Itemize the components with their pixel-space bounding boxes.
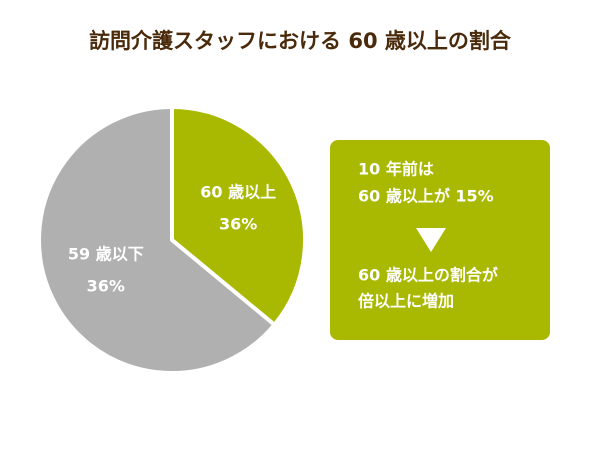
slice-label: 60 歳以上 — [200, 182, 276, 201]
slice-label: 59 歳以下 — [68, 245, 144, 264]
value-label: 36% — [87, 277, 125, 296]
down-arrow — [416, 228, 446, 252]
callout-text: 倍以上に増加 — [358, 292, 454, 311]
chart-title: 訪問介護スタッフにおける 60 歳以上の割合 — [89, 29, 512, 53]
callout-text: 10 年前は — [358, 160, 434, 179]
callout-text: 60 歳以上の割合が — [358, 266, 498, 285]
value-label: 36% — [219, 214, 257, 233]
callout-box — [330, 140, 550, 340]
pie-slice — [37, 104, 278, 375]
pie-slice — [170, 104, 307, 328]
callout-text: 60 歳以上が 15% — [358, 187, 494, 206]
